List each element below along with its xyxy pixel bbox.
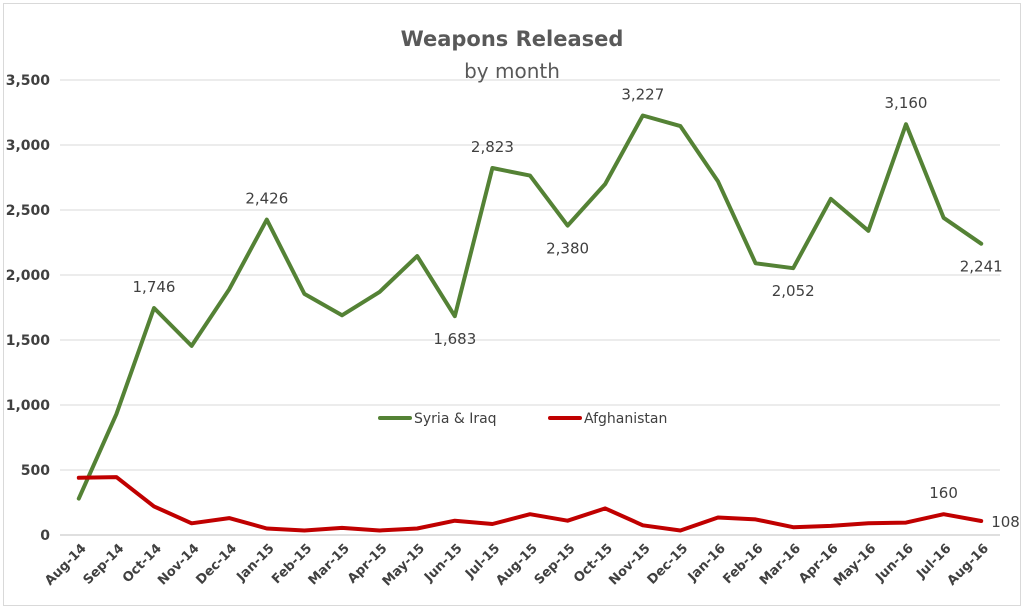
y-tick-label: 1,000 [6,398,51,414]
data-label: 2,426 [245,190,288,208]
x-tick-label: Nov-14 [155,541,202,588]
x-tick-label: Jun-15 [421,541,465,585]
x-tick-label: Sep-14 [81,541,128,588]
series-line [76,113,984,501]
data-label: 2,380 [546,240,589,258]
x-tick-label: Jun-16 [872,541,916,585]
y-tick-label: 3,000 [6,138,51,154]
chart-frame [3,3,1021,606]
y-tick-label: 2,500 [6,203,51,219]
y-tick-label: 2,000 [6,268,51,284]
y-tick-label: 500 [21,463,50,479]
data-label: 1,683 [433,330,476,348]
data-label: 108 [991,513,1020,531]
data-label: 1,746 [133,278,176,296]
data-label: 2,241 [960,258,1003,276]
y-tick-label: 3,500 [6,73,51,89]
gridlines [60,79,1000,536]
data-label: 3,227 [621,85,664,103]
y-tick-label: 0 [40,528,50,544]
y-axis: 0 500 1,000 1,500 2,000 2,500 3,000 3,500 [6,73,51,544]
data-label: 2,052 [772,282,815,300]
y-tick-label: 1,500 [6,333,51,349]
data-label: 3,160 [885,94,928,112]
legend-label: Afghanistan [584,411,667,427]
x-tick-label: Aug-16 [945,541,992,588]
legend-label: Syria & Iraq [414,411,497,427]
legend: Syria & Iraq Afghanistan [378,411,667,427]
x-tick-label: Sep-15 [532,541,579,588]
x-tick-label: Mar-16 [757,541,804,588]
x-tick-label: Aug-14 [42,541,89,588]
x-tick-label: Nov-15 [606,541,653,588]
x-tick-label: Aug-15 [493,541,540,588]
x-tick-label: Dec-14 [193,541,240,588]
x-axis: Aug-14Sep-14Oct-14Nov-14Dec-14Jan-15Feb-… [42,541,992,589]
data-label: 160 [929,484,958,502]
data-labels: 1,746 2,426 1,683 2,823 2,380 3,227 2,052 3,160… [133,85,1020,530]
chart-subtitle: by month [464,59,560,83]
x-tick-label: Dec-15 [645,541,692,588]
series-line [76,475,984,533]
chart-title: Weapons Released [401,27,624,51]
series-lines [76,113,984,533]
x-tick-label: Mar-15 [306,541,353,588]
data-label: 2,823 [471,138,514,156]
